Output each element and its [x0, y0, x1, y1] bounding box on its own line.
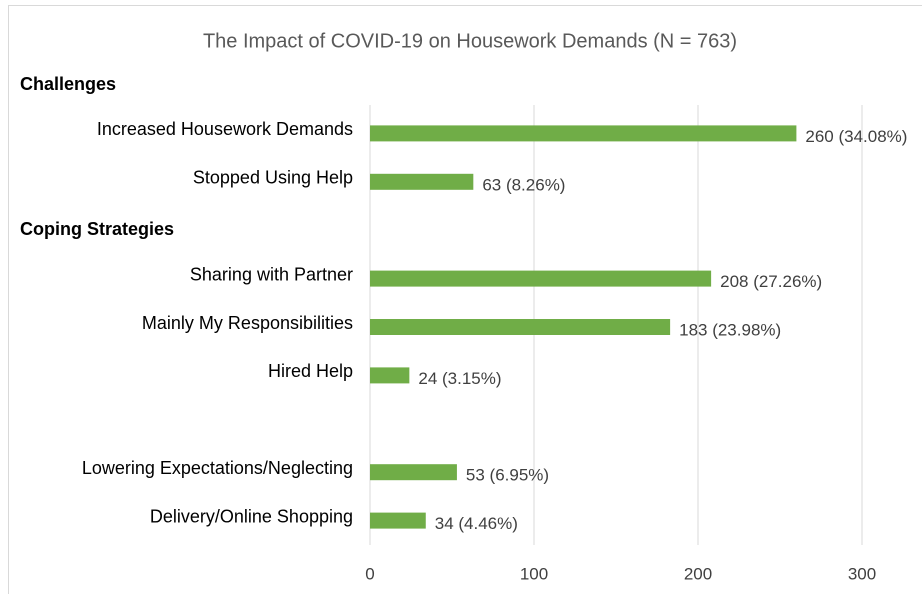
- bar: [370, 319, 671, 335]
- y-tick-label: Mainly My Responsibilities: [142, 313, 353, 333]
- y-tick-label: Stopped Using Help: [193, 168, 353, 188]
- chart-title: The Impact of COVID-19 on Housework Dema…: [203, 30, 737, 52]
- bar: [370, 270, 712, 287]
- x-tick-label: 0: [365, 564, 374, 583]
- x-tick-label: 100: [520, 564, 548, 583]
- y-tick-label: Lowering Expectations/Neglecting: [82, 458, 353, 478]
- value-label: 34 (4.46%): [435, 514, 518, 533]
- x-tick-label: 200: [684, 564, 712, 583]
- chart-border: [8, 5, 922, 594]
- bar: [370, 173, 474, 190]
- value-label: 24 (3.15%): [418, 369, 501, 388]
- group-header: Challenges: [20, 74, 116, 94]
- bar: [370, 512, 426, 529]
- x-tick-label: 300: [848, 564, 876, 583]
- y-tick-label: Delivery/Online Shopping: [150, 506, 353, 526]
- y-tick-label: Sharing with Partner: [190, 264, 353, 284]
- value-label: 53 (6.95%): [466, 466, 549, 485]
- value-label: 208 (27.26%): [720, 272, 822, 291]
- value-label: 63 (8.26%): [482, 175, 565, 194]
- value-label: 183 (23.98%): [679, 320, 781, 339]
- bar: [370, 125, 797, 142]
- y-tick-label: Increased Housework Demands: [97, 119, 353, 139]
- bar: [370, 464, 457, 481]
- bar: [370, 367, 410, 384]
- y-tick-label: Hired Help: [268, 361, 353, 381]
- group-header: Coping Strategies: [20, 219, 174, 239]
- value-label: 260 (34.08%): [805, 127, 907, 146]
